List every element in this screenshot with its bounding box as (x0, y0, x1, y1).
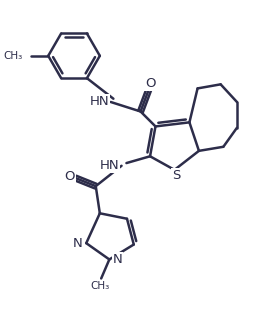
Text: O: O (145, 77, 155, 90)
Text: HN: HN (90, 95, 109, 108)
Text: CH₃: CH₃ (4, 51, 23, 61)
Text: N: N (112, 253, 122, 266)
Text: S: S (172, 169, 180, 182)
Text: CH₃: CH₃ (90, 281, 109, 291)
Text: HN: HN (100, 159, 119, 172)
Text: O: O (64, 170, 75, 183)
Text: N: N (73, 237, 83, 250)
